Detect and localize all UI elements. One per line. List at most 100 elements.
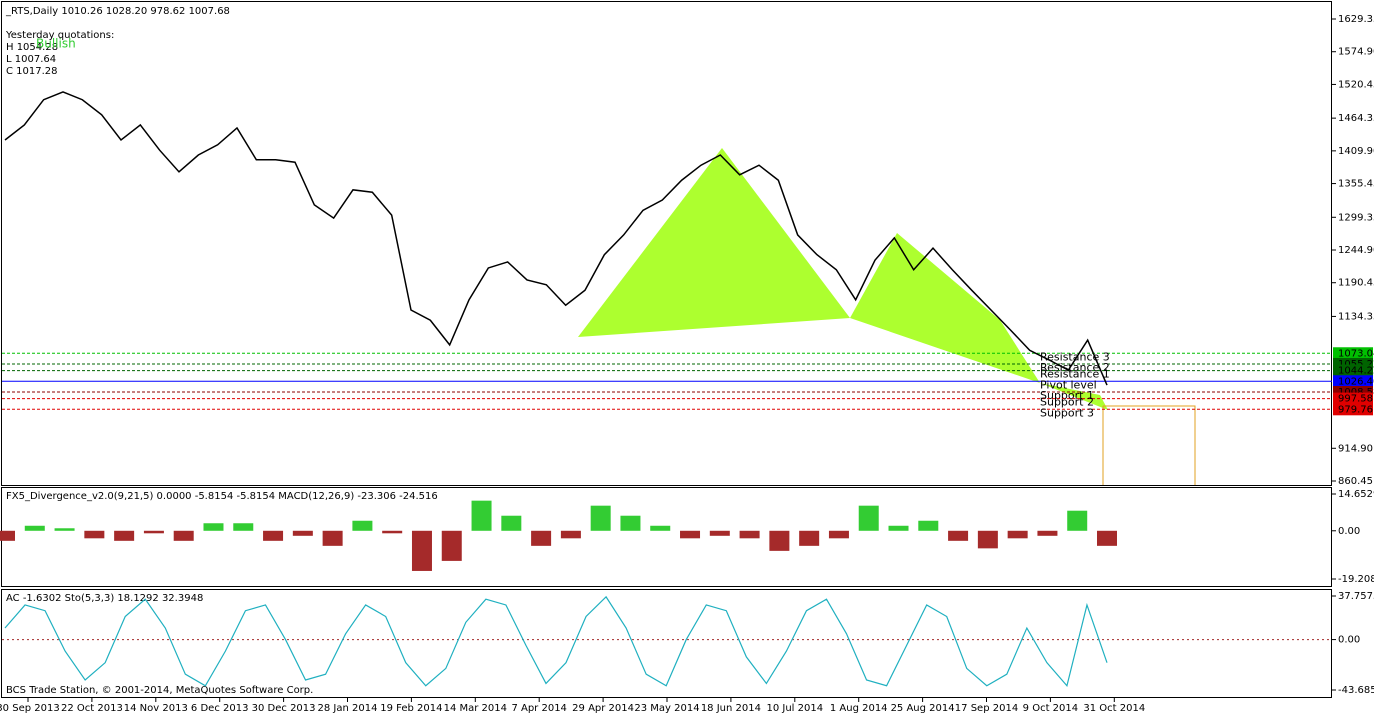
quotes-title: Yesterday quotations: [5, 30, 114, 41]
macd-bar [173, 530, 194, 541]
macd-bar [84, 530, 105, 539]
macd-bar [114, 530, 135, 541]
level-name: Resistance 1 [1040, 368, 1110, 381]
macd-bar [263, 530, 284, 541]
macd-bar [531, 530, 552, 546]
level-name: Resistance 3 [1040, 350, 1110, 363]
x-tick-label: 14 Nov 2013 [124, 703, 188, 714]
macd-bar [203, 523, 224, 531]
macd-bar [292, 530, 313, 536]
level-value: 1026.40 [1338, 376, 1374, 387]
x-tick-label: 14 Mar 2014 [444, 703, 507, 714]
x-tick-label: 28 Jan 2014 [318, 703, 378, 714]
x-tick-label: 19 Feb 2014 [380, 703, 442, 714]
macd-bar [858, 505, 879, 531]
y-tick-label: -19.2084 [1338, 574, 1374, 585]
macd-bar [680, 530, 701, 539]
macd-bar [560, 530, 581, 539]
signal: Bullish [36, 37, 76, 51]
y-tick-label: 1520.45 [1338, 79, 1374, 90]
level-name: Support 3 [1040, 406, 1094, 419]
macd-bar [1097, 530, 1117, 546]
macd-bar [0, 530, 15, 541]
y-tick-label: 1409.90 [1338, 146, 1374, 157]
level-box [1333, 392, 1373, 405]
macd-bar [799, 530, 820, 546]
macd-bar [411, 530, 432, 571]
x-tick-label: 7 Apr 2014 [511, 703, 566, 714]
x-tick-label: 10 Jul 2014 [766, 703, 823, 714]
y-tick-label: 860.45 [1338, 476, 1373, 487]
macd-bar [769, 530, 790, 551]
y-tick-label: 914.90 [1338, 443, 1373, 454]
macd-bar [24, 525, 45, 531]
level-value: 979.76 [1338, 404, 1373, 415]
projection-line [1103, 405, 1196, 485]
quote-close: C 1017.28 [6, 66, 58, 77]
macd-bar [709, 530, 730, 536]
x-tick-label: 18 Jun 2014 [701, 703, 761, 714]
x-tick-label: 30 Sep 2013 [0, 703, 60, 714]
macd-bar [441, 530, 462, 561]
macd-bar [352, 520, 373, 531]
x-tick-label: 6 Dec 2013 [191, 703, 249, 714]
level-box [1333, 347, 1373, 360]
macd-bar [977, 530, 998, 549]
quote-low: L 1007.64 [6, 54, 56, 65]
footer: BCS Trade Station, © 2001-2014, MetaQuot… [6, 685, 313, 696]
x-tick-label: 22 Oct 2013 [61, 703, 123, 714]
x-tick-label: 23 May 2014 [634, 703, 699, 714]
y-tick-label: 1244.90 [1338, 245, 1374, 256]
macd-bar [948, 530, 969, 541]
macd-bar [322, 530, 343, 546]
level-value: 1008.58 [1338, 387, 1374, 398]
ac-title: AC -1.6302 Sto(5,3,3) 18.1292 32.3948 [6, 593, 203, 604]
x-tick-label: 29 Apr 2014 [572, 703, 634, 714]
y-tick-label: 0.00 [1338, 526, 1360, 537]
macd-bar [739, 530, 760, 539]
price-panel [1, 1, 1332, 486]
y-tick-label: -43.6858 [1338, 685, 1374, 696]
y-tick-label: 37.7575 [1338, 591, 1374, 602]
level-value: 1044.22 [1338, 366, 1374, 377]
level-name: Pivot level [1040, 378, 1097, 391]
macd-title: FX5_Divergence_v2.0(9,21,5) 0.0000 -5.81… [6, 491, 438, 502]
level-box [1333, 364, 1373, 377]
macd-bar [382, 530, 403, 534]
y-tick-label: 0.00 [1338, 635, 1360, 646]
level-value: 1055.22 [1338, 359, 1374, 370]
macd-bar [143, 530, 164, 534]
macd-bar [590, 505, 611, 531]
pattern-fill [1040, 383, 1108, 410]
x-tick-label: 30 Dec 2013 [252, 703, 316, 714]
level-value: 1073.04 [1338, 348, 1374, 359]
macd-bar [1067, 510, 1088, 531]
x-tick-label: 25 Aug 2014 [891, 703, 955, 714]
x-tick-label: 31 Oct 2014 [1083, 703, 1145, 714]
macd-bar [620, 515, 641, 531]
y-tick-label: 1464.35 [1338, 113, 1374, 124]
pattern-fill [578, 148, 850, 337]
x-tick-label: 1 Aug 2014 [830, 703, 888, 714]
macd-bar [918, 520, 939, 531]
level-value: 997.58 [1338, 394, 1373, 405]
x-tick-label: 17 Sep 2014 [955, 703, 1018, 714]
quote-high: H 1054.28 [6, 42, 58, 53]
macd-bar [1007, 530, 1028, 539]
macd-bar [471, 500, 492, 531]
ac-panel [1, 589, 1332, 698]
macd-bar [1037, 530, 1058, 536]
level-box [1333, 375, 1373, 388]
level-name: Support 2 [1040, 396, 1094, 409]
macd-bar [828, 530, 849, 539]
y-tick-label: 14.6529 [1338, 489, 1374, 500]
y-tick-label: 1355.45 [1338, 179, 1374, 190]
y-tick-label: 1134.35 [1338, 311, 1374, 322]
y-tick-label: 1574.90 [1338, 47, 1374, 58]
pattern-fill [850, 233, 1040, 383]
symbol-info: _RTS,Daily 1010.26 1028.20 978.62 1007.6… [5, 6, 230, 17]
y-tick-label: 1299.35 [1338, 212, 1374, 223]
y-tick-label: 1629.35 [1338, 14, 1374, 25]
